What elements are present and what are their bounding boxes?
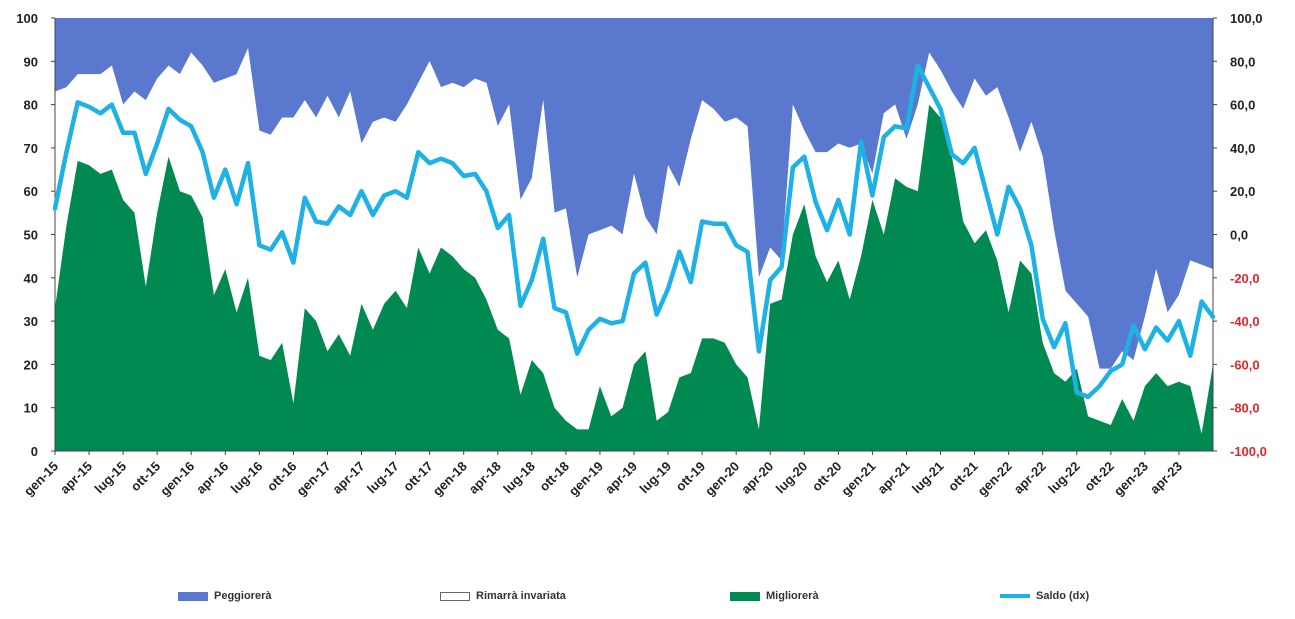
chart-legend: Peggiorerà Rimarrà invariata Migliorerà … xyxy=(0,590,1295,616)
area-migliorera xyxy=(55,104,1213,451)
legend-item-migliorera: Migliorerà xyxy=(730,590,819,602)
x-tick-label: gen-20 xyxy=(702,459,742,499)
stacked-areas xyxy=(55,18,1213,451)
y2-tick-label: 40,0 xyxy=(1230,141,1255,156)
right-axis-ticks: -100,0 -80,0 -60,0 -40,0 -20,0 0,0 20,0 40,0 60,… xyxy=(1213,11,1267,459)
y2-tick-label: -100,0 xyxy=(1230,444,1267,459)
y2-tick-label: 20,0 xyxy=(1230,184,1255,199)
y-tick-label: 40 xyxy=(24,271,38,286)
legend-swatch-saldo xyxy=(1000,594,1030,598)
x-tick-label: apr-18 xyxy=(466,459,504,497)
y2-tick-label: 60,0 xyxy=(1230,98,1255,113)
x-tick-label: apr-22 xyxy=(1011,459,1049,497)
x-tick-label: lug-17 xyxy=(364,459,402,497)
y-tick-label: 60 xyxy=(24,184,38,199)
x-tick-label: lug-21 xyxy=(909,459,947,497)
x-tick-label: lug-15 xyxy=(92,459,130,497)
x-tick-label: apr-19 xyxy=(602,459,640,497)
y-tick-label: 50 xyxy=(24,228,38,243)
legend-label-invariata: Rimarrà invariata xyxy=(476,590,566,602)
x-tick-label: lug-16 xyxy=(228,459,266,497)
y-tick-label: 100 xyxy=(16,11,38,26)
x-tick-label: gen-15 xyxy=(21,459,61,499)
y-tick-label: 80 xyxy=(24,98,38,113)
y2-tick-label: -60,0 xyxy=(1230,357,1260,372)
legend-swatch-invariata xyxy=(440,591,470,601)
y2-tick-label: -40,0 xyxy=(1230,314,1260,329)
y-tick-label: 70 xyxy=(24,141,38,156)
y-tick-label: 90 xyxy=(24,54,38,69)
y2-tick-label: 0,0 xyxy=(1230,228,1248,243)
y2-tick-label: 80,0 xyxy=(1230,54,1255,69)
x-tick-label: gen-22 xyxy=(975,459,1015,499)
x-tick-label: apr-15 xyxy=(57,459,95,497)
x-tick-label: lug-19 xyxy=(636,459,674,497)
x-tick-label: lug-18 xyxy=(500,459,538,497)
x-tick-label: lug-20 xyxy=(773,459,811,497)
y-tick-label: 10 xyxy=(24,401,38,416)
x-tick-label: gen-21 xyxy=(838,459,878,499)
legend-item-saldo: Saldo (dx) xyxy=(1000,590,1089,602)
y-tick-label: 30 xyxy=(24,314,38,329)
x-tick-label: gen-16 xyxy=(157,459,197,499)
x-tick-label: apr-21 xyxy=(874,459,912,497)
legend-swatch-peggiorera xyxy=(178,591,208,601)
x-tick-label: gen-19 xyxy=(566,459,606,499)
x-tick-label: apr-17 xyxy=(329,459,367,497)
y-tick-label: 20 xyxy=(24,357,38,372)
y2-tick-label: -20,0 xyxy=(1230,271,1260,286)
legend-label-migliorera: Migliorerà xyxy=(766,590,819,602)
y2-tick-label: 100,0 xyxy=(1230,11,1263,26)
saldo-line xyxy=(52,63,1216,400)
legend-label-peggiorera: Peggiorerà xyxy=(214,590,272,602)
x-tick-label: apr-20 xyxy=(738,459,776,497)
x-tick-label: gen-23 xyxy=(1111,459,1151,499)
left-axis-ticks: 0 10 20 30 40 50 60 70 80 90 100 xyxy=(16,11,55,459)
saldo-line-layer xyxy=(52,63,1216,400)
y2-tick-label: -80,0 xyxy=(1230,401,1260,416)
area-peggiorera xyxy=(55,18,1213,369)
area-invariata xyxy=(55,48,1213,434)
x-tick-label: gen-18 xyxy=(430,459,470,499)
x-tick-label: apr-23 xyxy=(1147,459,1185,497)
x-axis-ticks: gen-15apr-15lug-15ott-15gen-16apr-16lug-… xyxy=(21,451,1185,499)
legend-swatch-migliorera xyxy=(730,591,760,601)
x-tick-label: apr-16 xyxy=(193,459,231,497)
legend-label-saldo: Saldo (dx) xyxy=(1036,590,1090,602)
x-tick-label: lug-22 xyxy=(1045,459,1083,497)
legend-item-invariata: Rimarrà invariata xyxy=(440,590,566,602)
legend-item-peggiorera: Peggiorerà xyxy=(178,590,271,602)
y-tick-label: 0 xyxy=(31,444,38,459)
x-tick-label: gen-17 xyxy=(293,459,333,499)
